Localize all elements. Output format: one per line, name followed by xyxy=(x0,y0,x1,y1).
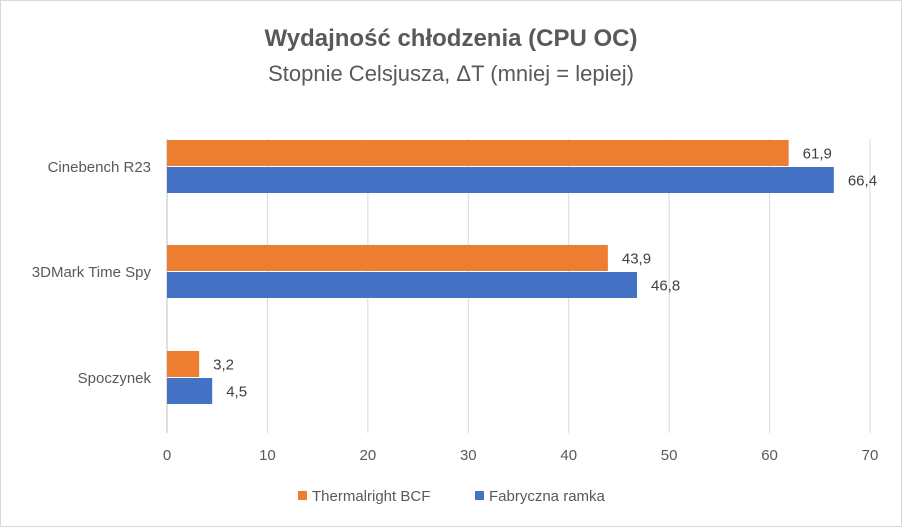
x-tick-label: 70 xyxy=(862,447,879,464)
bar-fabryczna xyxy=(167,167,834,193)
legend-swatch xyxy=(475,491,484,500)
chart-title: Wydajność chłodzenia (CPU OC) xyxy=(265,25,638,52)
bar-thermalright xyxy=(167,245,608,271)
data-label: 66,4 xyxy=(848,173,877,190)
data-label: 46,8 xyxy=(651,278,680,295)
legend-label: Thermalright BCF xyxy=(312,488,430,505)
x-tick-label: 10 xyxy=(259,447,276,464)
category-label: 3DMark Time Spy xyxy=(32,264,152,281)
x-tick-label: 60 xyxy=(761,447,778,464)
bar-fabryczna xyxy=(167,378,213,404)
bar-thermalright xyxy=(167,351,200,377)
x-tick-label: 40 xyxy=(560,447,577,464)
data-label: 4,5 xyxy=(226,384,247,401)
bar-fabryczna xyxy=(167,272,638,298)
data-label: 43,9 xyxy=(622,251,651,268)
data-label: 61,9 xyxy=(803,146,832,163)
x-tick-label: 50 xyxy=(661,447,678,464)
bar-thermalright xyxy=(167,140,789,166)
category-label: Spoczynek xyxy=(78,370,152,387)
legend-label: Fabryczna ramka xyxy=(489,488,606,505)
chart-subtitle: Stopnie Celsjusza, ΔT (mniej = lepiej) xyxy=(268,61,634,86)
legend-swatch xyxy=(298,491,307,500)
category-label: Cinebench R23 xyxy=(48,159,151,176)
x-tick-label: 0 xyxy=(163,447,171,464)
x-tick-label: 20 xyxy=(360,447,377,464)
x-tick-label: 30 xyxy=(460,447,477,464)
data-label: 3,2 xyxy=(213,357,234,374)
